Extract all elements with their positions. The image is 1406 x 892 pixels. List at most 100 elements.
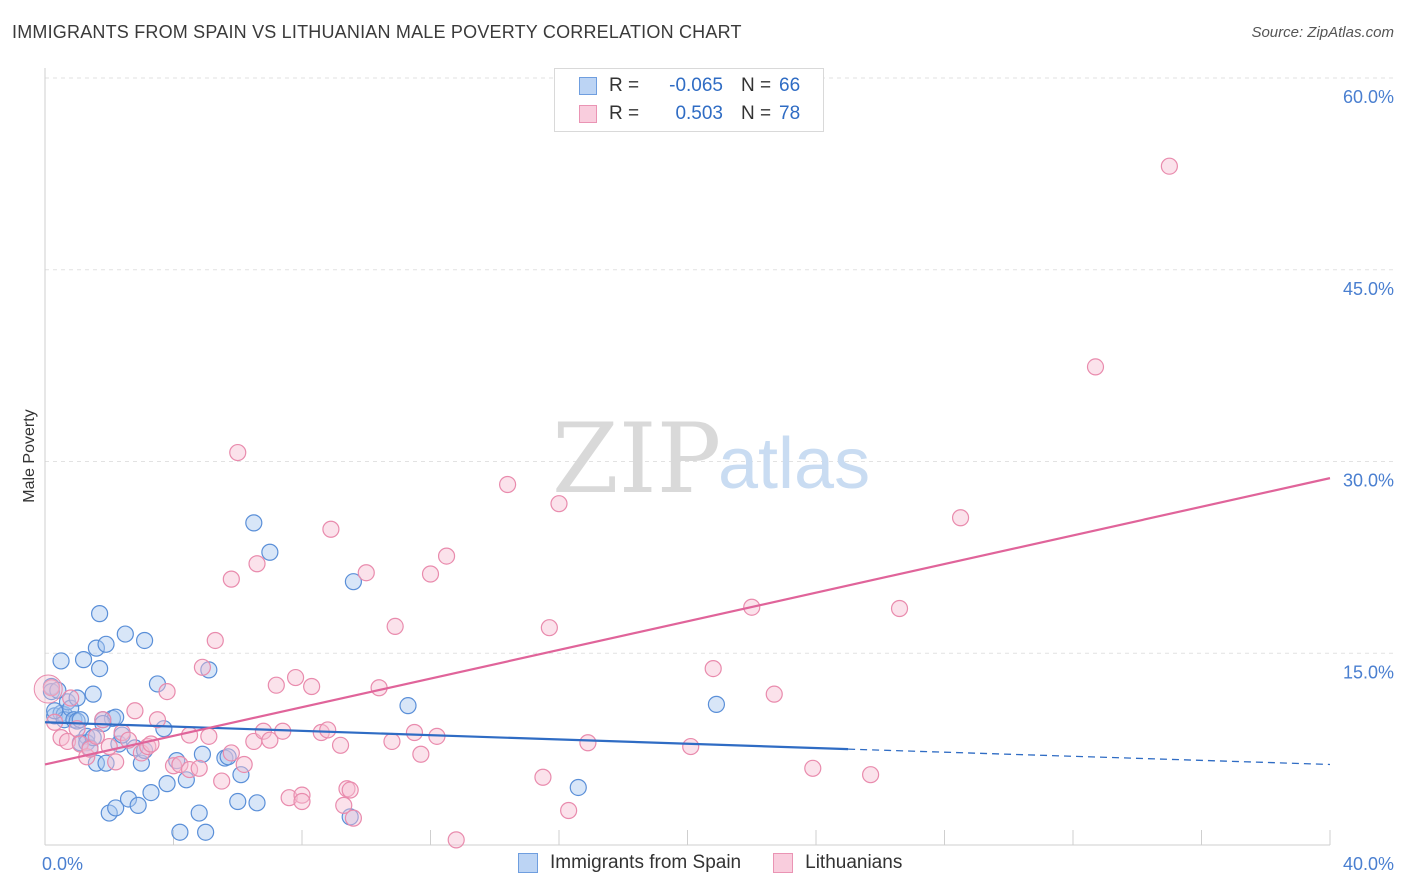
trend-line-spain-extrapolated <box>848 748 1331 766</box>
data-point <box>248 794 266 812</box>
data-point <box>190 804 208 822</box>
y-tick-label: 30.0% <box>1343 471 1394 491</box>
data-point <box>704 659 722 678</box>
data-point <box>229 443 247 462</box>
data-point <box>116 625 134 643</box>
data-point <box>412 745 430 763</box>
data-point <box>682 737 700 756</box>
data-point <box>42 679 61 697</box>
data-point <box>107 753 125 771</box>
data-point <box>42 682 61 701</box>
data-point <box>280 789 298 807</box>
data-point <box>91 605 109 623</box>
trend-line-spain <box>44 721 849 751</box>
legend-r-value: 0.503 <box>675 103 723 124</box>
data-point <box>335 796 353 814</box>
data-point <box>293 786 311 804</box>
data-point <box>87 754 106 772</box>
data-point <box>293 792 311 811</box>
y-tick-labels: 15.0% 30.0% 45.0% 60.0% <box>1343 87 1394 682</box>
data-point <box>91 659 109 678</box>
data-point <box>1086 358 1105 376</box>
data-point <box>171 755 189 774</box>
legend-swatch-blue <box>518 853 538 873</box>
data-point <box>142 783 160 802</box>
data-point <box>569 778 587 797</box>
series-lithuanians <box>33 157 1178 849</box>
data-point <box>245 514 263 532</box>
data-point <box>261 543 279 561</box>
data-point <box>58 732 77 751</box>
data-point <box>177 771 195 789</box>
legend-r-value: -0.065 <box>669 75 723 96</box>
data-point <box>190 759 208 777</box>
data-point <box>197 823 215 841</box>
watermark-zip: ZIP <box>552 403 721 515</box>
legend-n-label: N = <box>741 75 772 96</box>
data-point <box>135 631 154 650</box>
gridlines <box>45 77 1395 654</box>
data-point <box>132 754 150 772</box>
data-point <box>107 799 125 817</box>
correlation-legend: R = -0.065 N = 66 R = 0.503 N = 78 <box>554 68 824 132</box>
data-point <box>550 495 568 513</box>
data-point <box>222 570 240 588</box>
data-point <box>399 697 417 715</box>
chart-title: IMMIGRANTS FROM SPAIN VS LITHUANIAN MALE… <box>12 22 742 42</box>
data-point <box>129 796 147 814</box>
data-point <box>229 792 247 811</box>
trend-line-lithuanians <box>44 477 1331 766</box>
data-point <box>303 677 321 696</box>
legend-n-label: N = <box>741 103 772 124</box>
legend-row-spain: R = -0.065 N = 66 <box>579 73 800 99</box>
legend-row-lithuanians: R = 0.503 N = 78 <box>579 101 800 127</box>
data-point <box>804 759 822 777</box>
data-point <box>286 668 305 687</box>
data-point <box>560 801 578 820</box>
data-point <box>261 731 279 749</box>
source-credit: Source: ZipAtlas.com <box>1251 24 1394 41</box>
data-point <box>499 475 517 494</box>
data-point <box>540 619 558 637</box>
data-point <box>84 685 102 703</box>
legend-swatch-pink <box>579 105 597 123</box>
data-point <box>62 689 80 707</box>
y-axis-label: Male Poverty <box>21 409 38 502</box>
aggregate-point <box>33 674 63 704</box>
data-point <box>267 676 285 694</box>
series-legend: Immigrants from Spain Lithuanians <box>518 852 934 874</box>
data-point <box>1160 157 1178 175</box>
data-point <box>119 790 138 808</box>
data-point <box>126 702 144 720</box>
data-point <box>200 727 218 745</box>
legend-n-value: 66 <box>779 75 801 96</box>
data-point <box>344 573 362 591</box>
legend-item-label: Immigrants from Spain <box>550 852 742 873</box>
watermark: ZIP atlas <box>552 403 870 515</box>
legend-item-label: Lithuanians <box>805 852 903 873</box>
data-point <box>344 809 362 827</box>
y-tick-label: 60.0% <box>1343 87 1394 107</box>
data-point <box>193 658 212 676</box>
data-point <box>97 635 115 653</box>
data-point <box>222 744 240 762</box>
data-point <box>383 732 401 751</box>
data-point <box>765 685 783 703</box>
legend-r-label: R = <box>609 75 640 96</box>
data-point <box>707 695 726 713</box>
data-point <box>331 736 350 754</box>
data-point <box>87 727 106 745</box>
data-point <box>386 617 404 636</box>
data-point <box>142 735 160 753</box>
legend-item-immigrants-from-spain[interactable]: Immigrants from Spain <box>518 852 741 874</box>
data-point <box>193 745 212 763</box>
data-point <box>74 651 93 669</box>
data-point <box>171 823 189 841</box>
data-point <box>52 652 70 670</box>
data-point <box>213 772 231 790</box>
data-point <box>158 775 176 793</box>
legend-swatch-blue <box>579 77 597 95</box>
legend-item-lithuanians[interactable]: Lithuanians <box>773 852 902 874</box>
y-tick-label: 15.0% <box>1343 662 1394 682</box>
